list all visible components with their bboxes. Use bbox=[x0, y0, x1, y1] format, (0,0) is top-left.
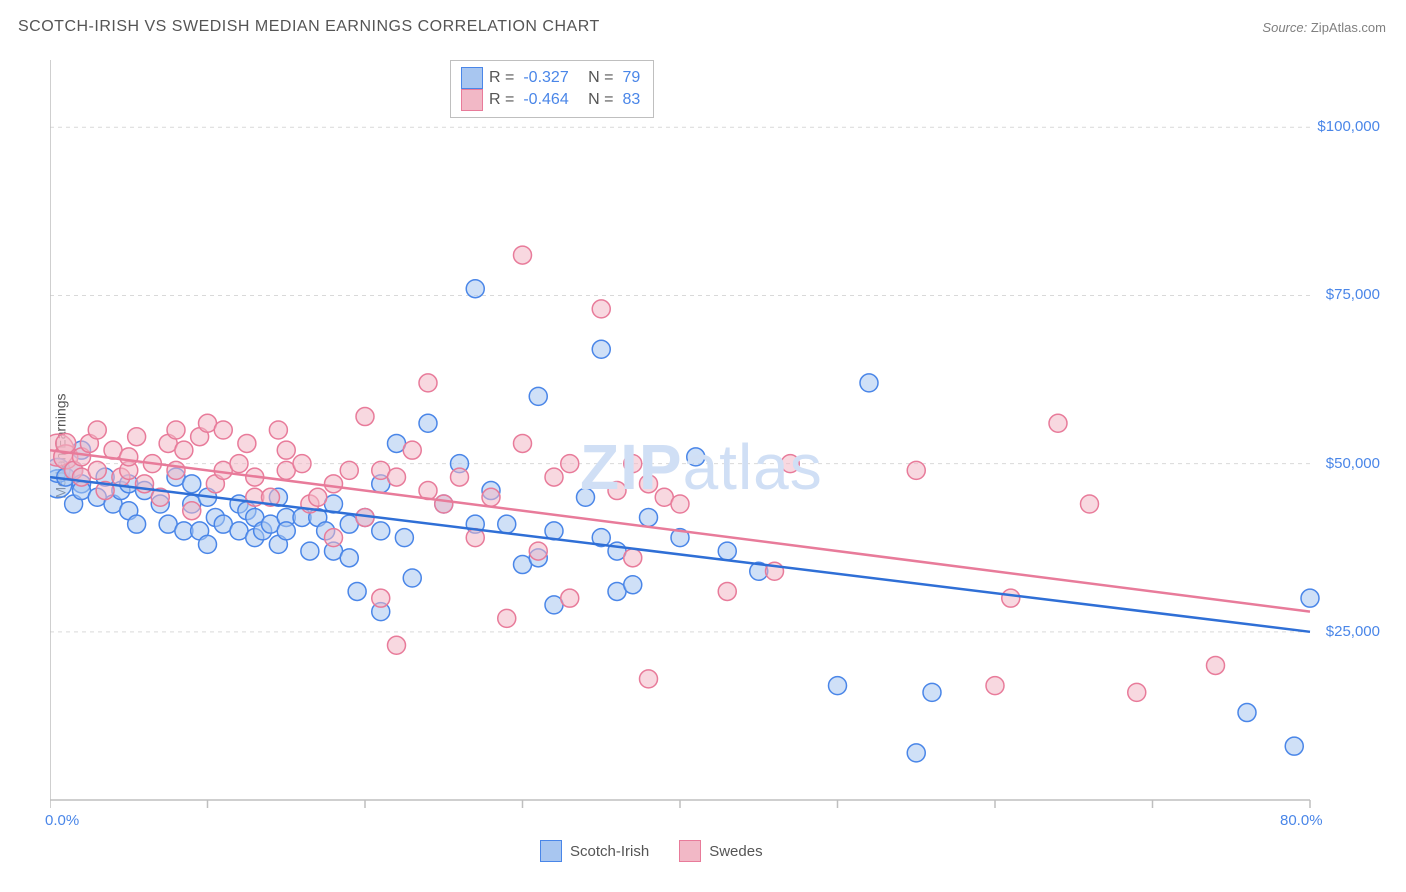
source-attribution: Source: ZipAtlas.com bbox=[1262, 20, 1386, 35]
legend-R-value: -0.464 bbox=[523, 89, 568, 111]
legend-swatch-swedes bbox=[679, 840, 701, 862]
y-tick-label: $50,000 bbox=[1326, 455, 1380, 472]
source-label: Source: bbox=[1262, 20, 1307, 35]
legend-item: Scotch-Irish bbox=[540, 840, 649, 862]
legend-swatch-scotch-irish bbox=[540, 840, 562, 862]
legend-N-value: 79 bbox=[623, 67, 641, 89]
legend-label: Swedes bbox=[709, 843, 762, 860]
legend-swatch-swedes bbox=[461, 89, 483, 111]
legend-R-label: R = bbox=[489, 67, 514, 89]
legend-swatch-scotch-irish bbox=[461, 67, 483, 89]
plot-area: ZIPatlas R = -0.327 N = 79 R = -0.464 N … bbox=[50, 50, 1390, 830]
legend-R-value: -0.327 bbox=[523, 67, 568, 89]
legend-N-label: N = bbox=[588, 89, 613, 111]
legend-N-value: 83 bbox=[623, 89, 641, 111]
legend-correlation: R = -0.327 N = 79 R = -0.464 N = 83 bbox=[450, 60, 654, 118]
y-tick-label: $75,000 bbox=[1326, 286, 1380, 303]
y-tick-label: $100,000 bbox=[1317, 118, 1380, 135]
legend-R-label: R = bbox=[489, 89, 514, 111]
legend-label: Scotch-Irish bbox=[570, 843, 649, 860]
watermark-atlas: atlas bbox=[683, 431, 823, 503]
legend-series: Scotch-Irish Swedes bbox=[540, 840, 763, 862]
y-tick-label: $25,000 bbox=[1326, 623, 1380, 640]
x-tick-label: 0.0% bbox=[45, 812, 79, 829]
watermark: ZIPatlas bbox=[580, 430, 823, 504]
watermark-zip: ZIP bbox=[580, 431, 683, 503]
chart-title: SCOTCH-IRISH VS SWEDISH MEDIAN EARNINGS … bbox=[18, 18, 600, 36]
legend-row: R = -0.464 N = 83 bbox=[461, 89, 643, 111]
legend-N-label: N = bbox=[588, 67, 613, 89]
legend-item: Swedes bbox=[679, 840, 762, 862]
legend-row: R = -0.327 N = 79 bbox=[461, 67, 643, 89]
source-value: ZipAtlas.com bbox=[1311, 20, 1386, 35]
x-tick-label: 80.0% bbox=[1280, 812, 1323, 829]
